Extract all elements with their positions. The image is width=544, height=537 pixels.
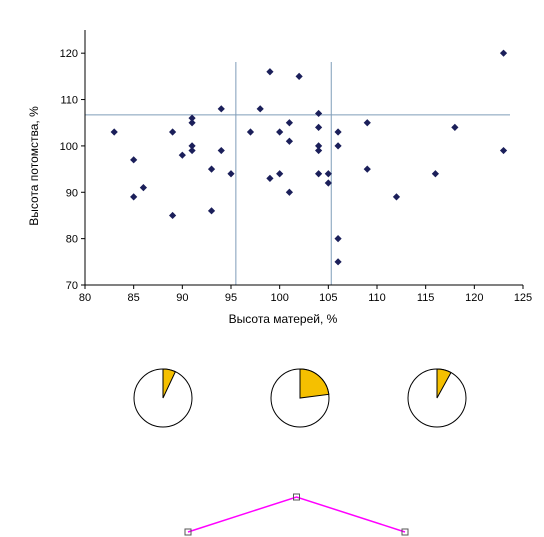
pie-1 bbox=[133, 368, 193, 428]
scatter-point bbox=[130, 193, 138, 201]
scatter-point bbox=[217, 105, 225, 113]
scatter-point bbox=[130, 156, 138, 164]
pie-slice-highlight bbox=[299, 368, 330, 399]
scatter-point bbox=[266, 68, 274, 76]
x-tick-label: 115 bbox=[417, 292, 435, 304]
line-point bbox=[293, 493, 300, 501]
y-axis-ticks: 70 80 90 100 110 120 bbox=[60, 48, 85, 292]
scatter-point bbox=[363, 119, 371, 127]
x-tick-label: 100 bbox=[270, 292, 288, 304]
scatter-point bbox=[285, 137, 293, 145]
line-chart bbox=[184, 493, 409, 536]
scatter-point bbox=[315, 170, 323, 178]
scatter-chart: 80 85 90 95 100 105 110 115 120 125 7080901001101… bbox=[27, 30, 532, 326]
y-axis-label: Высота потомства, % bbox=[27, 106, 41, 226]
scatter-point bbox=[392, 193, 401, 201]
scatter-point bbox=[110, 128, 118, 136]
scatter-point bbox=[246, 128, 255, 136]
scatter-point bbox=[295, 72, 303, 80]
y-tick-label: 120 bbox=[60, 48, 78, 60]
scatter-point bbox=[227, 170, 235, 178]
x-tick-label: 90 bbox=[176, 292, 188, 304]
scatter-point bbox=[324, 179, 332, 187]
x-axis-ticks: 80 85 90 95 100 105 110 115 120 125 bbox=[79, 285, 532, 304]
y-tick-label: 80 bbox=[66, 234, 78, 246]
x-tick-label: 110 bbox=[368, 292, 386, 304]
x-tick-label: 125 bbox=[514, 292, 532, 304]
pie-3 bbox=[407, 368, 467, 428]
line-point bbox=[184, 528, 192, 536]
scatter-point bbox=[315, 142, 323, 150]
scatter-point bbox=[285, 188, 293, 196]
scatter-points bbox=[110, 49, 508, 266]
scatter-point bbox=[188, 146, 196, 155]
scatter-point bbox=[315, 109, 323, 118]
scatter-point bbox=[256, 105, 264, 113]
reference-lines bbox=[85, 62, 510, 285]
y-tick-label: 90 bbox=[66, 187, 78, 199]
pie-charts bbox=[133, 368, 467, 428]
pie-slice-highlight bbox=[436, 368, 452, 399]
scatter-point bbox=[451, 123, 459, 131]
scatter-point bbox=[499, 146, 508, 155]
x-tick-label: 120 bbox=[465, 292, 483, 304]
scatter-point bbox=[139, 184, 147, 192]
scatter-point bbox=[334, 258, 342, 266]
scatter-point bbox=[188, 114, 196, 122]
y-tick-label: 110 bbox=[60, 95, 78, 107]
y-tick-label: 100 bbox=[60, 141, 78, 153]
scatter-point bbox=[334, 235, 342, 243]
line-point bbox=[401, 528, 409, 536]
scatter-point bbox=[169, 128, 177, 136]
x-tick-label: 95 bbox=[225, 292, 237, 304]
x-tick-label: 85 bbox=[128, 292, 140, 304]
scatter-point bbox=[276, 128, 284, 136]
scatter-point bbox=[334, 128, 342, 136]
pie-slice-highlight bbox=[162, 368, 177, 399]
scatter-point bbox=[207, 207, 216, 215]
scatter-point bbox=[217, 146, 225, 155]
scatter-point bbox=[363, 165, 371, 173]
pie-2 bbox=[270, 368, 330, 428]
scatter-point bbox=[266, 174, 274, 182]
line-series bbox=[187, 496, 406, 533]
scatter-point bbox=[188, 119, 196, 127]
scatter-point bbox=[207, 165, 216, 173]
scatter-point bbox=[499, 49, 508, 57]
scatter-point bbox=[285, 119, 293, 127]
scatter-point bbox=[315, 146, 323, 155]
x-tick-label: 80 bbox=[79, 292, 91, 304]
scatter-point bbox=[324, 170, 332, 178]
scatter-point bbox=[315, 123, 323, 131]
x-tick-label: 105 bbox=[319, 292, 337, 304]
scatter-point bbox=[431, 170, 439, 178]
scatter-point bbox=[178, 151, 186, 159]
scatter-point bbox=[276, 170, 284, 178]
scatter-point bbox=[188, 142, 196, 150]
y-tick-label: 70 bbox=[66, 280, 78, 292]
x-axis-label: Высота матерей, % bbox=[229, 312, 338, 326]
scatter-point bbox=[169, 211, 177, 220]
scatter-point bbox=[334, 142, 342, 150]
